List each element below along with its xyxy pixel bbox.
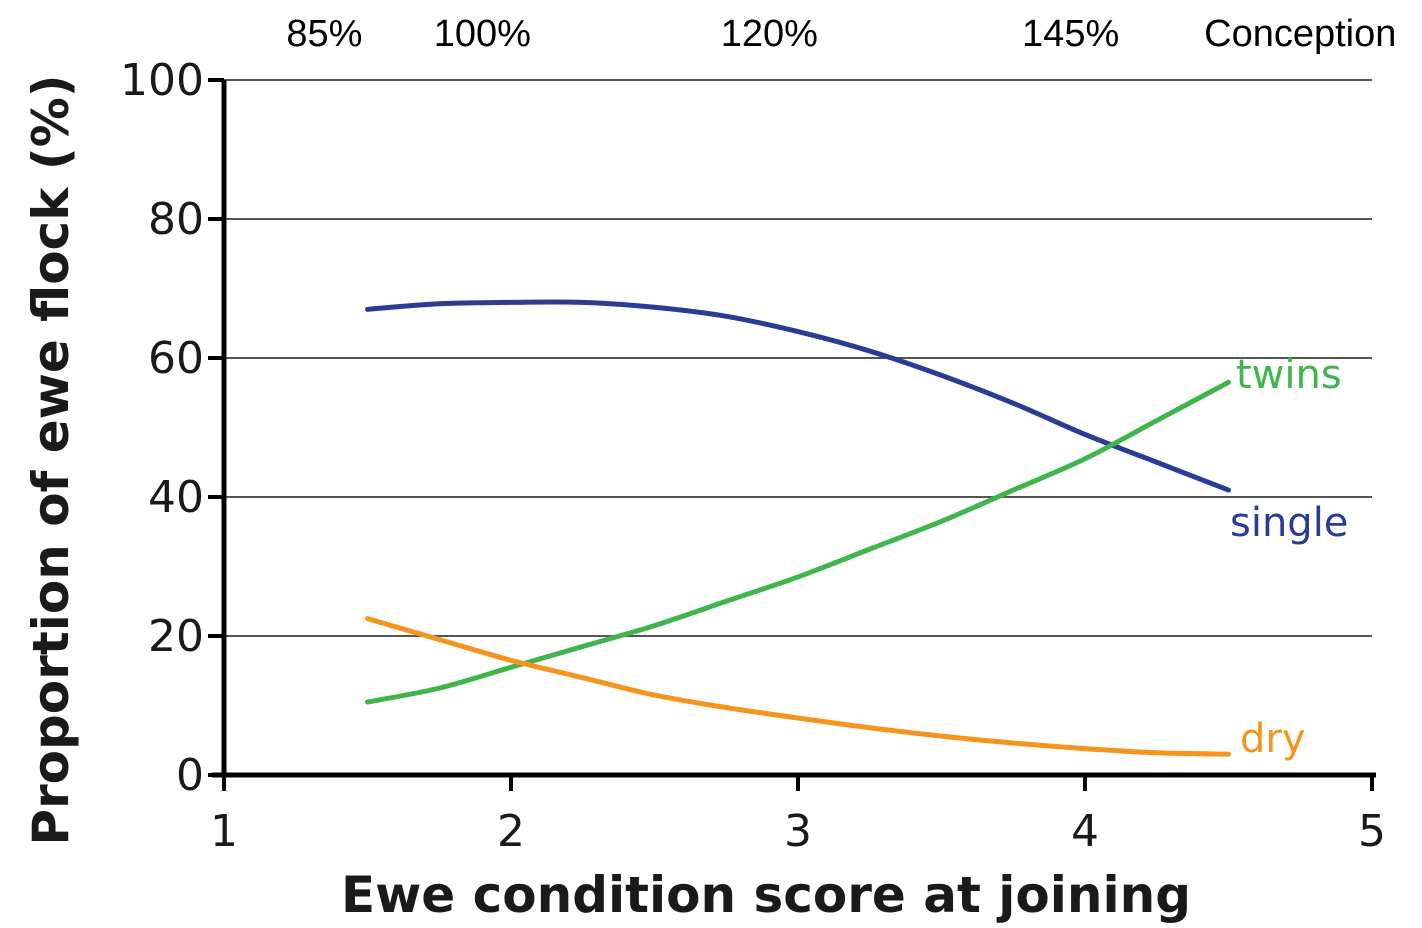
- y-tick-label-20: 20: [148, 611, 204, 662]
- grid-lines: [224, 79, 1372, 637]
- top-annotation-4: 145%: [1022, 13, 1119, 55]
- top-annotation-3: 120%: [721, 13, 818, 55]
- top-annotation-1: 85%: [286, 13, 362, 55]
- x-tick-label-4: 4: [1071, 806, 1099, 857]
- y-tick-label-80: 80: [148, 194, 204, 245]
- x-tick-label-3: 3: [784, 806, 812, 857]
- x-tick-label-2: 2: [497, 806, 525, 857]
- y-tick-label-100: 100: [120, 55, 204, 106]
- series-label-twins: twins: [1236, 352, 1342, 398]
- series-line-single: [365, 299, 1231, 493]
- series-label-dry: dry: [1240, 716, 1306, 762]
- axes: [208, 78, 1376, 791]
- labels: 0 20 40 60 80 100 1 2 3 4 5 Ewe condition score at …: [22, 13, 1396, 924]
- y-axis-title: Proportion of ewe flock (%): [22, 74, 80, 845]
- series-label-single: single: [1230, 500, 1348, 546]
- x-axis-title: Ewe condition score at joining: [341, 866, 1191, 924]
- top-annotation-2: 100%: [434, 13, 531, 55]
- x-tick-label-1: 1: [210, 806, 238, 857]
- x-tick-label-5: 5: [1358, 806, 1386, 857]
- series-lines: [365, 299, 1231, 757]
- series-line-twins: [365, 379, 1231, 705]
- top-annotation-5: Conception: [1204, 13, 1396, 55]
- y-tick-label-0: 0: [176, 750, 204, 801]
- y-tick-label-40: 40: [148, 472, 204, 523]
- y-tick-label-60: 60: [148, 333, 204, 384]
- series-line-dry: [365, 616, 1231, 757]
